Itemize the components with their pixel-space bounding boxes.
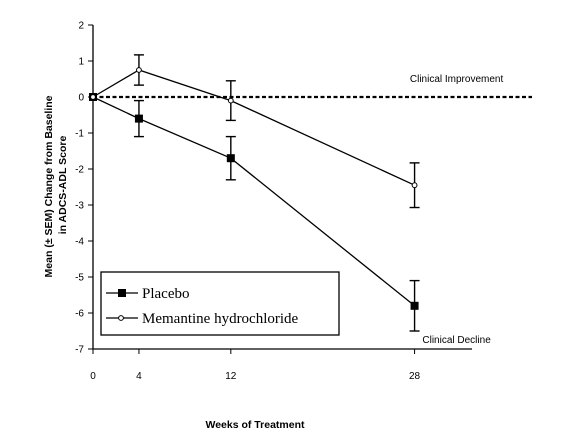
x-axis-label: Weeks of Treatment xyxy=(205,419,305,431)
y-tick-label: -2 xyxy=(75,165,84,176)
legend-label: Placebo xyxy=(142,286,189,302)
y-tick-label: -1 xyxy=(75,129,84,140)
y-axis-label-line-1: Mean (± SEM) Change from Baseline xyxy=(43,95,55,277)
annotation-clinical-decline: Clinical Decline xyxy=(422,335,491,346)
y-axis-label-line-2: in ADCS-ADL Score xyxy=(57,136,69,235)
legend: Placebo Memantine hydrochloride xyxy=(100,271,340,336)
annotation-clinical-improvement: Clinical Improvement xyxy=(410,74,504,85)
x-tick-label: 28 xyxy=(409,371,421,382)
series-group xyxy=(89,54,420,332)
axes xyxy=(92,25,472,350)
y-tick-label: -4 xyxy=(75,237,84,248)
data-point-square xyxy=(134,114,143,123)
series-line xyxy=(92,69,415,186)
y-tick-label: 1 xyxy=(78,57,84,68)
legend-marker-square xyxy=(118,289,126,297)
data-point-circle xyxy=(90,94,96,100)
y-tick-label: -7 xyxy=(75,345,84,356)
y-tick-label: -3 xyxy=(75,201,84,212)
data-point-square xyxy=(410,301,419,310)
y-tick-label: 2 xyxy=(78,21,84,32)
y-axis-label: Mean (± SEM) Change from Baseline in ADC… xyxy=(43,93,69,278)
data-point-circle xyxy=(411,182,418,189)
legend-marker-circle xyxy=(118,315,124,321)
series-memantine xyxy=(90,54,420,209)
x-tick-label: 0 xyxy=(90,371,96,382)
y-tick-label: -5 xyxy=(75,273,84,284)
y-tick-label: -6 xyxy=(75,309,84,320)
ticks: 2 1 0 -1 -2 -3 -4 -5 -6 -7 0 4 12 28 xyxy=(75,21,420,383)
series-placebo xyxy=(89,93,420,332)
series-line xyxy=(92,96,415,307)
x-tick-label: 12 xyxy=(225,371,237,382)
data-point-square xyxy=(226,154,235,163)
y-tick-label: 0 xyxy=(78,93,84,104)
data-point-circle xyxy=(136,67,142,73)
annotations: Clinical Improvement Clinical Decline xyxy=(410,74,504,346)
legend-label: Memantine hydrochloride xyxy=(142,311,299,327)
data-point-circle xyxy=(227,97,234,104)
legend-box xyxy=(100,271,340,336)
x-tick-label: 4 xyxy=(136,371,142,382)
